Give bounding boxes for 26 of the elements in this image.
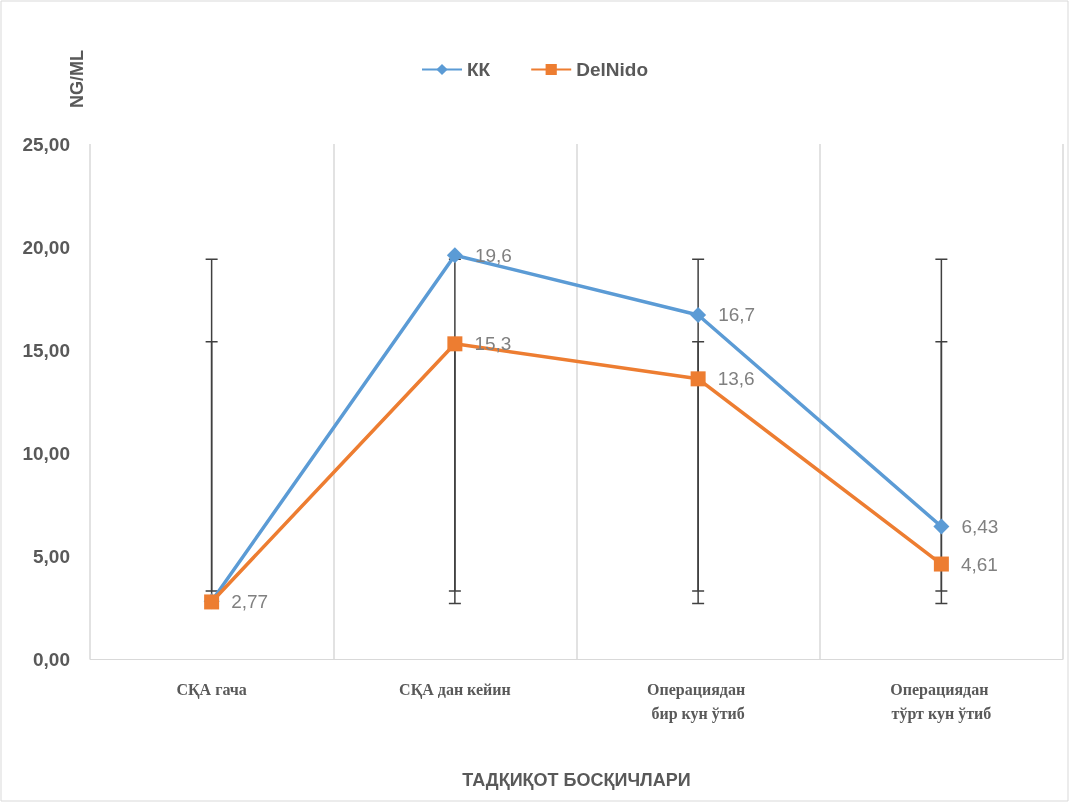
data-label: 6,43 xyxy=(961,516,999,538)
point xyxy=(690,371,706,387)
data-label: 4,61 xyxy=(960,553,998,575)
point xyxy=(446,247,463,264)
data-label: 19,6 xyxy=(474,244,512,266)
y-axis-title: NG/ML xyxy=(67,49,87,108)
data-label: 2,77 xyxy=(231,591,269,613)
y-tick-label: 0,00 xyxy=(33,648,70,670)
y-tick-label: 10,00 xyxy=(22,442,70,464)
data-label: 13,6 xyxy=(717,368,755,390)
x-tick-label: СҚА гача xyxy=(176,680,247,699)
y-tick-label: 25,00 xyxy=(22,133,70,155)
x-axis-title: ТАДҚИҚОТ БОСҚИЧЛАРИ xyxy=(462,770,691,790)
point xyxy=(447,336,463,352)
y-tick-label: 5,00 xyxy=(33,545,70,567)
x-tick-label: Операциядан тўрт кун ўтиб xyxy=(890,680,993,723)
point xyxy=(690,306,707,323)
y-tick-label: 15,00 xyxy=(22,339,70,361)
point xyxy=(933,556,949,572)
x-tick-label: Операциядан бир кун ўтиб xyxy=(647,680,750,723)
legend-label: КК xyxy=(467,59,491,80)
legend-label: DelNido xyxy=(576,59,648,80)
x-tick-label: СҚА дан кейин xyxy=(399,680,511,699)
point xyxy=(933,518,950,535)
data-label: 16,7 xyxy=(718,304,756,326)
y-tick-label: 20,00 xyxy=(22,236,70,258)
